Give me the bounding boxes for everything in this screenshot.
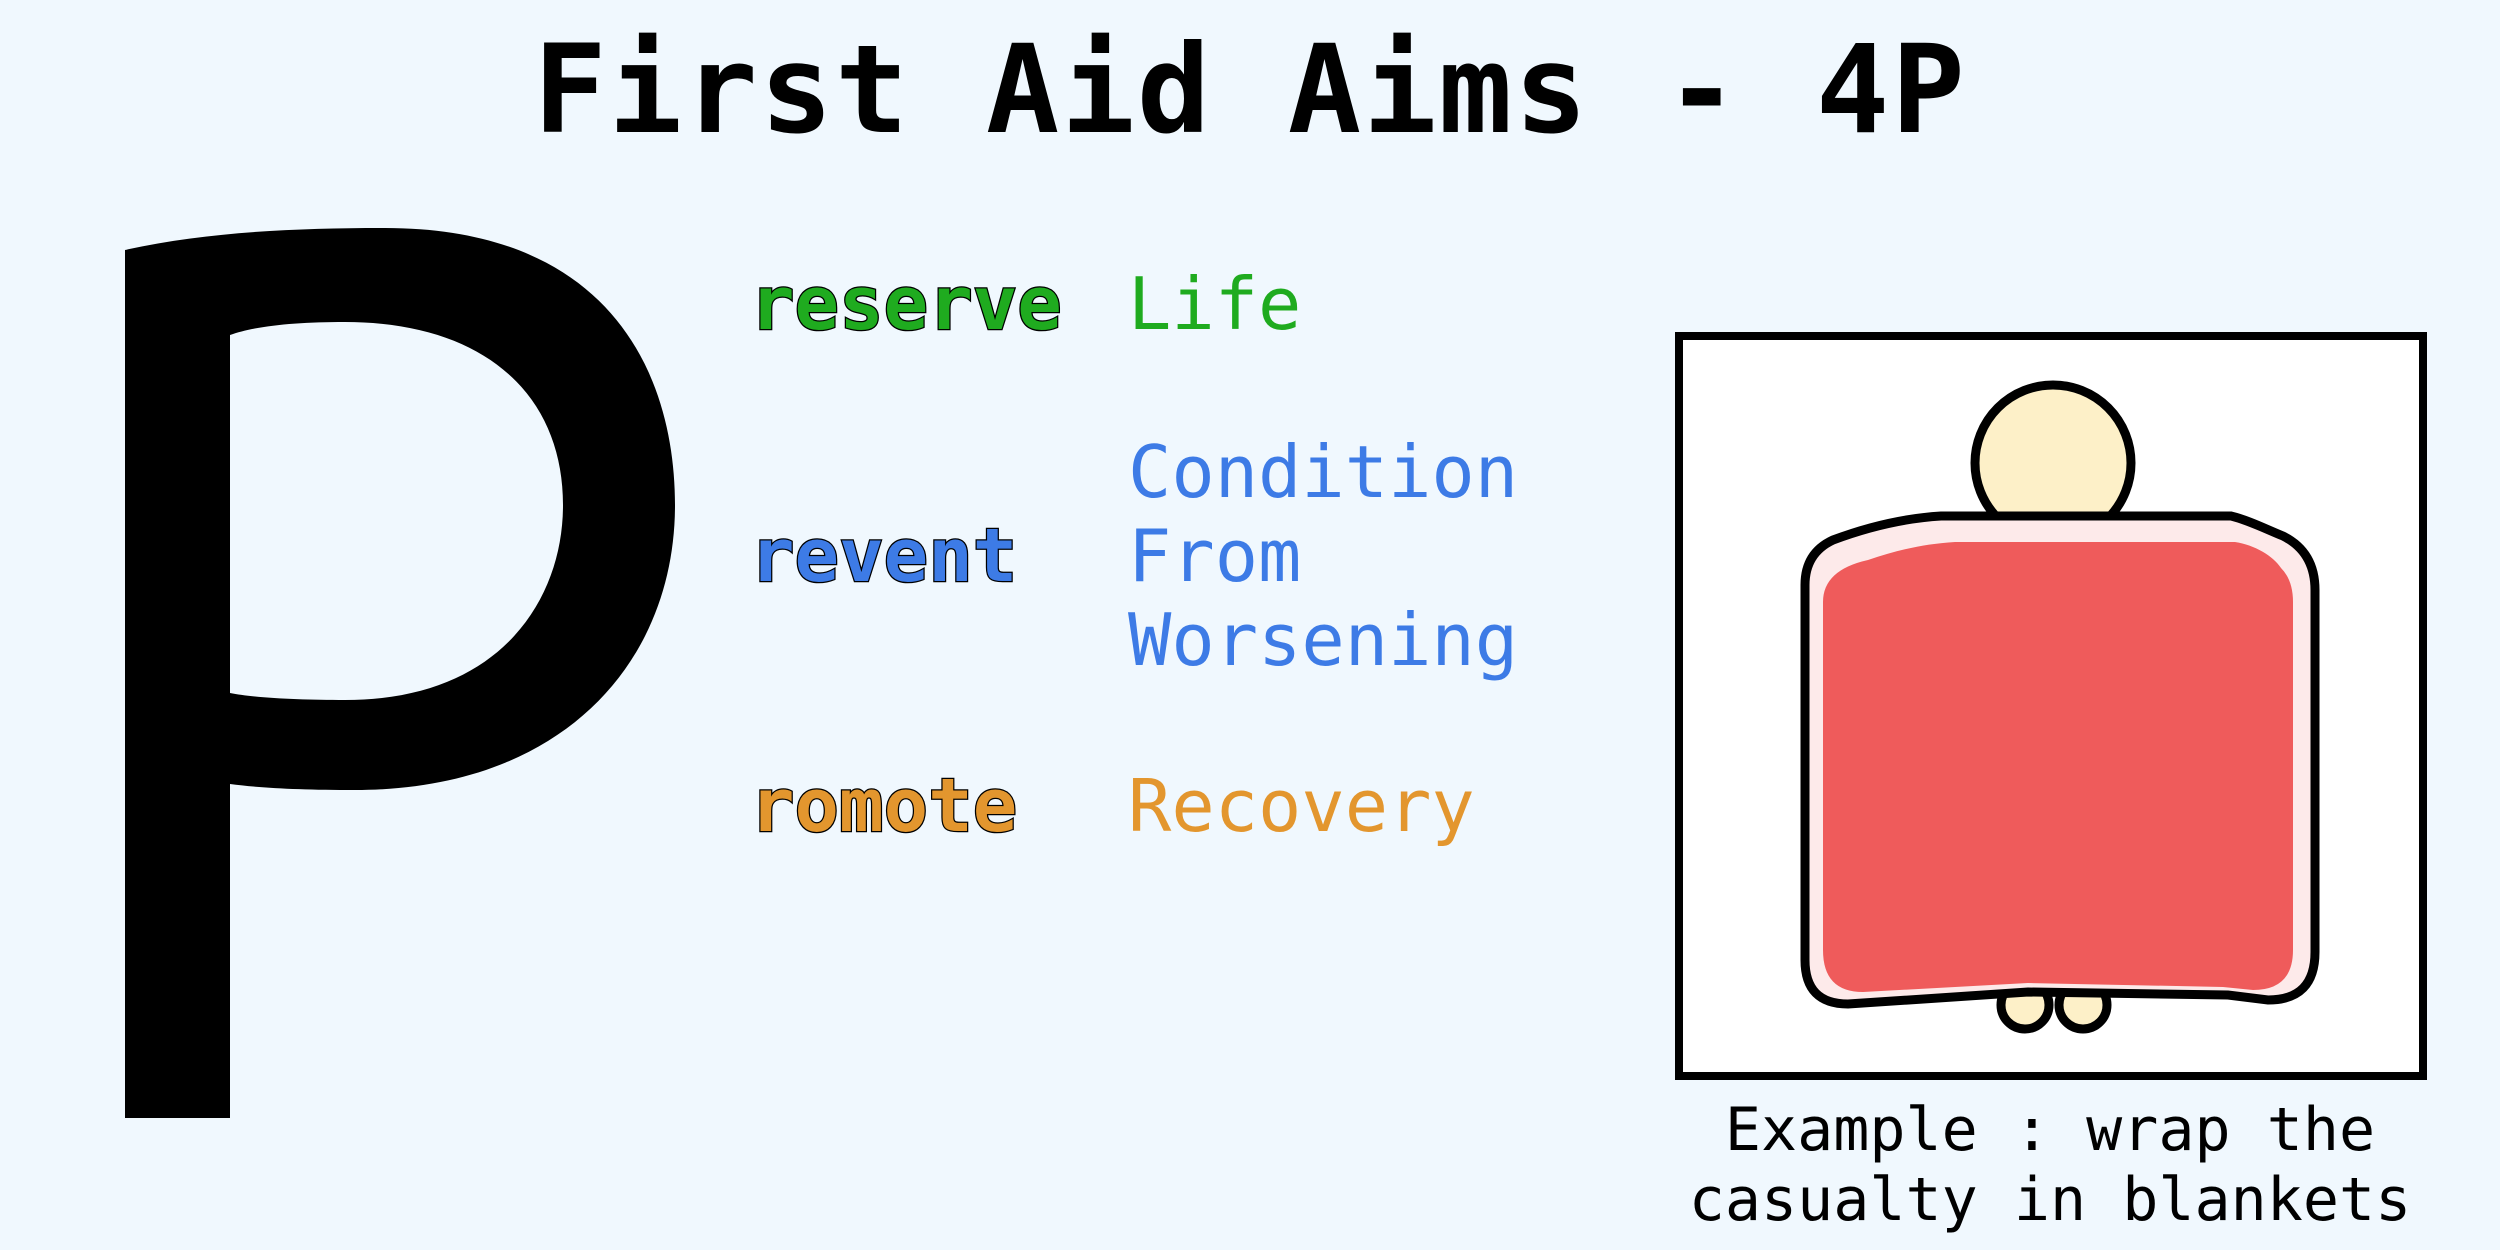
- page-title: First Aid Aims - 4P: [533, 19, 1967, 161]
- casualty-wrapped-in-blanket-icon: [1800, 380, 2320, 1034]
- meaning-promote: Recovery: [1128, 764, 1475, 848]
- meaning-preserve: Life: [1128, 262, 1302, 346]
- big-letter-p: [55, 100, 755, 1120]
- keyword-preserve: reserve: [749, 261, 1063, 348]
- blanket-inner-icon: [1823, 542, 2293, 992]
- meaning-prevent: Condition From Worsening: [1128, 430, 1519, 682]
- illustration-caption: Example : wrap the casualty in blankets: [1688, 1095, 2412, 1235]
- keyword-promote: romote: [749, 763, 1019, 850]
- casualty-illustration-frame: [1675, 332, 2427, 1080]
- keyword-prevent: revent: [749, 513, 1019, 600]
